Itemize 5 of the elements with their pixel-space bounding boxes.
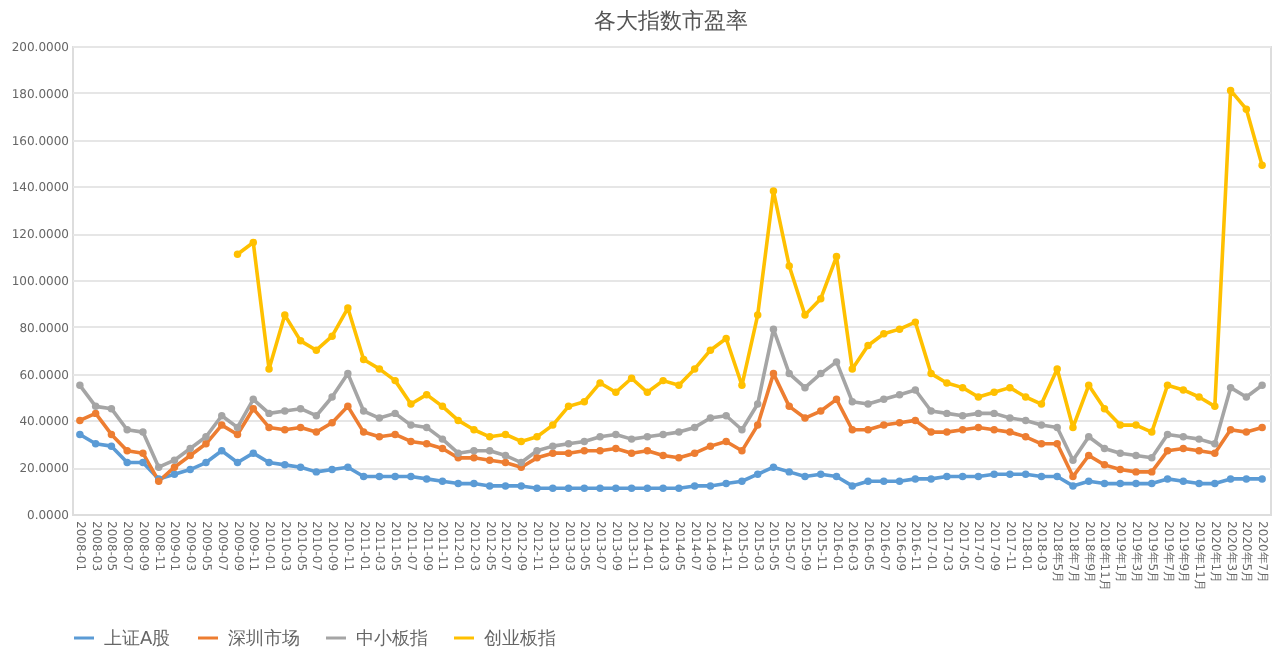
legend-label: 上证A股	[104, 628, 171, 650]
legend-label: 中小板指	[356, 628, 428, 650]
legend-label: 创业板指	[484, 628, 556, 650]
legend-label: 深圳市场	[228, 628, 300, 650]
chart-title: 各大指数市盈率	[594, 8, 748, 34]
